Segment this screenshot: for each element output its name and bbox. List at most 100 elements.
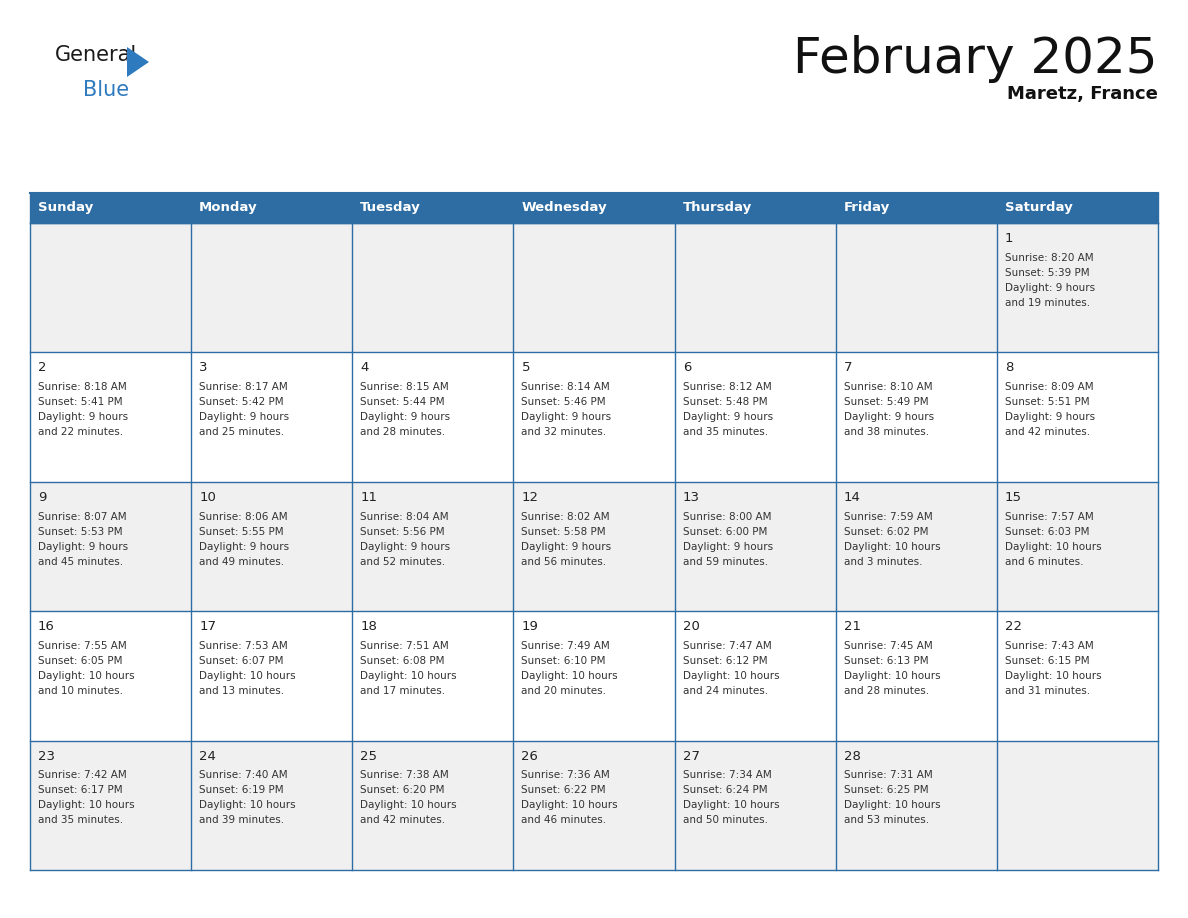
Text: 11: 11 (360, 491, 378, 504)
Text: Thursday: Thursday (683, 201, 752, 215)
Text: Sunday: Sunday (38, 201, 94, 215)
Text: and 31 minutes.: and 31 minutes. (1005, 686, 1091, 696)
Text: and 53 minutes.: and 53 minutes. (843, 815, 929, 825)
Text: and 56 minutes.: and 56 minutes. (522, 556, 607, 566)
Text: Sunrise: 8:00 AM: Sunrise: 8:00 AM (683, 511, 771, 521)
Bar (30, 741, 191, 870)
Text: Sunset: 6:13 PM: Sunset: 6:13 PM (843, 656, 928, 666)
Text: Sunset: 6:25 PM: Sunset: 6:25 PM (843, 786, 928, 796)
Text: 10: 10 (200, 491, 216, 504)
Bar (513, 353, 675, 482)
Text: 20: 20 (683, 621, 700, 633)
Text: Daylight: 10 hours: Daylight: 10 hours (360, 800, 457, 811)
Text: Daylight: 10 hours: Daylight: 10 hours (843, 542, 941, 552)
Text: Sunset: 5:39 PM: Sunset: 5:39 PM (1005, 268, 1089, 278)
Text: and 28 minutes.: and 28 minutes. (360, 427, 446, 437)
Text: and 25 minutes.: and 25 minutes. (200, 427, 284, 437)
Text: Sunrise: 7:51 AM: Sunrise: 7:51 AM (360, 641, 449, 651)
Bar (835, 611, 997, 741)
Text: and 35 minutes.: and 35 minutes. (683, 427, 767, 437)
Text: Daylight: 9 hours: Daylight: 9 hours (360, 412, 450, 422)
Text: Sunrise: 8:06 AM: Sunrise: 8:06 AM (200, 511, 287, 521)
Text: Sunrise: 7:49 AM: Sunrise: 7:49 AM (522, 641, 611, 651)
Text: Sunset: 5:49 PM: Sunset: 5:49 PM (843, 397, 928, 408)
Text: 9: 9 (38, 491, 46, 504)
Text: and 42 minutes.: and 42 minutes. (1005, 427, 1091, 437)
Bar (191, 353, 353, 482)
Text: and 38 minutes.: and 38 minutes. (843, 427, 929, 437)
Text: Daylight: 9 hours: Daylight: 9 hours (360, 542, 450, 552)
Text: 19: 19 (522, 621, 538, 633)
Bar (30, 223, 191, 353)
Text: Sunset: 6:20 PM: Sunset: 6:20 PM (360, 786, 444, 796)
Text: Sunrise: 7:57 AM: Sunrise: 7:57 AM (1005, 511, 1094, 521)
Text: Daylight: 9 hours: Daylight: 9 hours (683, 542, 772, 552)
Text: Sunrise: 8:15 AM: Sunrise: 8:15 AM (360, 382, 449, 392)
Bar (353, 741, 513, 870)
Text: Daylight: 9 hours: Daylight: 9 hours (200, 412, 290, 422)
Text: Sunrise: 7:55 AM: Sunrise: 7:55 AM (38, 641, 127, 651)
Text: 17: 17 (200, 621, 216, 633)
Text: 8: 8 (1005, 362, 1013, 375)
Text: Daylight: 9 hours: Daylight: 9 hours (1005, 412, 1095, 422)
Bar (353, 353, 513, 482)
Text: Sunrise: 8:07 AM: Sunrise: 8:07 AM (38, 511, 127, 521)
Text: Sunrise: 8:12 AM: Sunrise: 8:12 AM (683, 382, 771, 392)
Bar (675, 223, 835, 353)
Text: Sunrise: 8:09 AM: Sunrise: 8:09 AM (1005, 382, 1093, 392)
Bar (191, 193, 353, 223)
Text: and 13 minutes.: and 13 minutes. (200, 686, 284, 696)
Text: 7: 7 (843, 362, 852, 375)
Text: 23: 23 (38, 750, 55, 763)
Text: 27: 27 (683, 750, 700, 763)
Text: Daylight: 9 hours: Daylight: 9 hours (38, 542, 128, 552)
Text: Sunrise: 7:38 AM: Sunrise: 7:38 AM (360, 770, 449, 780)
Text: Sunset: 6:15 PM: Sunset: 6:15 PM (1005, 656, 1089, 666)
Text: Daylight: 10 hours: Daylight: 10 hours (843, 800, 941, 811)
Text: Sunrise: 8:10 AM: Sunrise: 8:10 AM (843, 382, 933, 392)
Text: Sunset: 6:10 PM: Sunset: 6:10 PM (522, 656, 606, 666)
Bar (191, 223, 353, 353)
Text: Daylight: 10 hours: Daylight: 10 hours (522, 800, 618, 811)
Text: 16: 16 (38, 621, 55, 633)
Polygon shape (127, 47, 148, 77)
Bar (30, 193, 191, 223)
Text: Daylight: 10 hours: Daylight: 10 hours (38, 800, 134, 811)
Text: Daylight: 9 hours: Daylight: 9 hours (683, 412, 772, 422)
Text: and 32 minutes.: and 32 minutes. (522, 427, 607, 437)
Text: and 19 minutes.: and 19 minutes. (1005, 297, 1091, 308)
Text: and 45 minutes.: and 45 minutes. (38, 556, 124, 566)
Bar (835, 223, 997, 353)
Text: Friday: Friday (843, 201, 890, 215)
Text: Sunset: 6:17 PM: Sunset: 6:17 PM (38, 786, 122, 796)
Text: Daylight: 10 hours: Daylight: 10 hours (38, 671, 134, 681)
Text: Sunrise: 7:31 AM: Sunrise: 7:31 AM (843, 770, 933, 780)
Text: Sunset: 5:42 PM: Sunset: 5:42 PM (200, 397, 284, 408)
Text: Sunset: 6:12 PM: Sunset: 6:12 PM (683, 656, 767, 666)
Bar (997, 741, 1158, 870)
Bar (191, 482, 353, 611)
Text: Sunset: 5:51 PM: Sunset: 5:51 PM (1005, 397, 1089, 408)
Text: Daylight: 10 hours: Daylight: 10 hours (522, 671, 618, 681)
Text: 6: 6 (683, 362, 691, 375)
Text: Daylight: 10 hours: Daylight: 10 hours (683, 671, 779, 681)
Bar (353, 193, 513, 223)
Text: Daylight: 9 hours: Daylight: 9 hours (843, 412, 934, 422)
Text: Daylight: 10 hours: Daylight: 10 hours (1005, 671, 1101, 681)
Bar (513, 611, 675, 741)
Text: Sunset: 5:53 PM: Sunset: 5:53 PM (38, 527, 122, 537)
Bar (835, 741, 997, 870)
Text: 2: 2 (38, 362, 46, 375)
Text: Daylight: 10 hours: Daylight: 10 hours (200, 800, 296, 811)
Text: Monday: Monday (200, 201, 258, 215)
Text: Sunset: 6:24 PM: Sunset: 6:24 PM (683, 786, 767, 796)
Text: Sunset: 5:48 PM: Sunset: 5:48 PM (683, 397, 767, 408)
Text: Sunset: 5:46 PM: Sunset: 5:46 PM (522, 397, 606, 408)
Text: Sunrise: 7:43 AM: Sunrise: 7:43 AM (1005, 641, 1094, 651)
Text: Sunrise: 7:53 AM: Sunrise: 7:53 AM (200, 641, 287, 651)
Text: Sunset: 5:55 PM: Sunset: 5:55 PM (200, 527, 284, 537)
Bar (997, 193, 1158, 223)
Text: 14: 14 (843, 491, 860, 504)
Text: 18: 18 (360, 621, 378, 633)
Bar (675, 611, 835, 741)
